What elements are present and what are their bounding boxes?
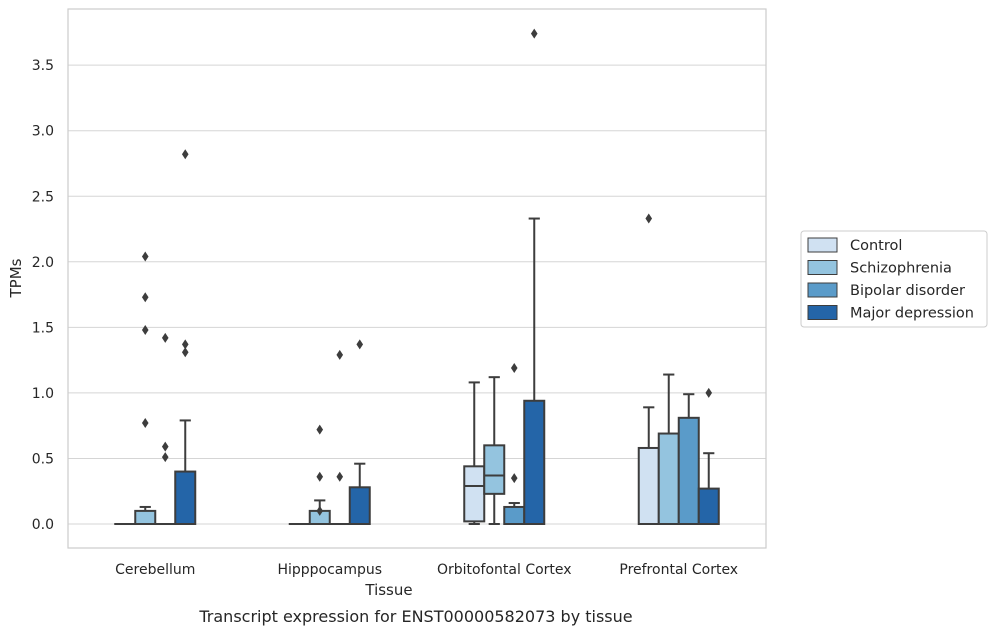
- box-body: [483, 444, 506, 495]
- y-tick-label: 3.5: [32, 58, 54, 74]
- box-major-depression: [174, 149, 197, 525]
- x-tick-labels: Cerebellum Hipppocampus Orbitofontal Corte…: [115, 562, 738, 578]
- box-control: [463, 381, 486, 525]
- box-bipolar-disorder: [503, 362, 526, 525]
- outlier-marker: [645, 213, 653, 224]
- outlier-marker: [141, 324, 149, 335]
- box-major-depression: [697, 387, 720, 525]
- box-control: [637, 213, 660, 526]
- box-body: [348, 486, 371, 525]
- box-bipolar-disorder: [677, 393, 700, 525]
- outlier-marker: [336, 349, 344, 360]
- outlier-marker: [141, 418, 149, 429]
- y-tick-label: 0.0: [32, 517, 54, 533]
- box-body: [637, 446, 660, 526]
- y-tick-label: 1.0: [32, 386, 54, 402]
- y-tick-label: 3.0: [32, 124, 54, 140]
- box-major-depression: [348, 339, 371, 525]
- box-body: [523, 399, 546, 525]
- outlier-marker: [356, 339, 364, 350]
- box-body: [503, 505, 526, 525]
- box-groups: [114, 28, 720, 526]
- legend-label: Control: [850, 238, 902, 254]
- outlier-marker: [181, 347, 189, 358]
- x-tick-label: Orbitofontal Cortex: [437, 562, 572, 578]
- box-body: [657, 432, 680, 525]
- box-body: [134, 509, 157, 526]
- box-body: [174, 470, 197, 525]
- box-schizophrenia: [134, 251, 157, 526]
- outlier-marker: [141, 251, 149, 262]
- legend-frame: [800, 230, 988, 328]
- y-tick-labels: 0.0 0.5 1.0 1.5 2.0 2.5 3.0 3.5: [32, 58, 54, 533]
- box-major-depression: [523, 28, 546, 525]
- chart-caption: Transcript expression for ENST0000058207…: [198, 607, 632, 626]
- legend-swatch: [807, 305, 838, 320]
- box-body: [697, 487, 720, 525]
- x-tick-label: Prefrontal Cortex: [619, 562, 738, 578]
- y-tick-label: 1.5: [32, 320, 54, 336]
- outlier-marker: [316, 471, 324, 482]
- outlier-marker: [161, 452, 169, 463]
- outlier-marker: [316, 505, 324, 516]
- x-tick-label: Hipppocampus: [277, 562, 382, 578]
- box-body: [677, 416, 700, 525]
- outlier-marker: [181, 339, 189, 350]
- outlier-marker: [161, 441, 169, 452]
- y-axis-label: TPMs: [7, 258, 25, 298]
- box-bipolar-disorder: [154, 332, 177, 526]
- y-tick-label: 2.0: [32, 255, 54, 271]
- legend-label: Bipolar disorder: [850, 283, 965, 299]
- legend-swatch: [807, 282, 838, 298]
- box-schizophrenia: [483, 376, 506, 525]
- legend-swatch: [807, 260, 838, 275]
- legend-label: Schizophrenia: [850, 261, 952, 277]
- y-tick-label: 2.5: [32, 189, 54, 205]
- outlier-marker: [336, 471, 344, 482]
- plot-frame: [67, 8, 767, 549]
- outlier-marker: [705, 387, 713, 398]
- y-tick-label: 0.5: [32, 451, 54, 467]
- outlier-marker: [161, 332, 169, 343]
- outlier-marker: [510, 473, 518, 484]
- box-body: [463, 465, 486, 523]
- x-axis-label: Tissue: [364, 581, 412, 599]
- x-tick-label: Cerebellum: [115, 562, 195, 578]
- outlier-marker: [316, 424, 324, 435]
- box-schizophrenia: [308, 424, 331, 526]
- outlier-marker: [530, 28, 538, 39]
- legend: Control Schizophrenia Bipolar disorder Majo…: [800, 230, 988, 328]
- legend-swatch: [807, 237, 838, 253]
- outlier-marker: [141, 292, 149, 303]
- outlier-marker: [510, 362, 518, 373]
- legend-label: Major depression: [850, 306, 974, 322]
- outlier-marker: [181, 149, 189, 160]
